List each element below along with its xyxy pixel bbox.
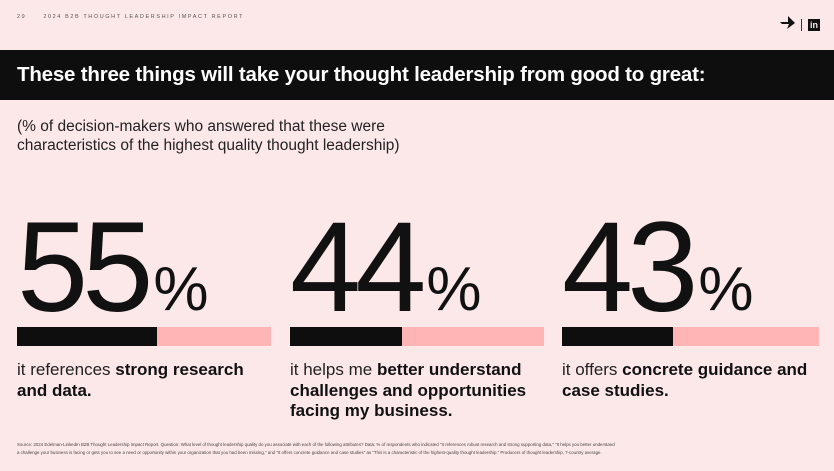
caption-prefix: it offers xyxy=(562,360,623,379)
stat-caption: it references strong research and data. xyxy=(17,360,277,401)
source-footnote: Source: 2024 Edelman-LinkedIn B2B Though… xyxy=(17,442,615,455)
stat-value: 43 xyxy=(562,196,698,339)
stat-value: 55 xyxy=(17,196,153,339)
logo-group: in xyxy=(780,16,820,34)
caption-prefix: it helps me xyxy=(290,360,377,379)
stat-card: 43 % it offers concrete guidance and cas… xyxy=(562,196,822,400)
stat-card: 55 % it references strong research and d… xyxy=(17,196,277,400)
stat-card: 44 % it helps me better understand chall… xyxy=(290,196,550,420)
stat-number: 55 % xyxy=(17,196,277,339)
progress-bar xyxy=(562,327,819,346)
linkedin-icon: in xyxy=(808,19,820,31)
stat-number: 44 % xyxy=(290,196,550,339)
logo-divider xyxy=(801,19,802,31)
progress-bar xyxy=(17,327,271,346)
progress-bar-fill xyxy=(562,327,673,346)
stat-unit: % xyxy=(426,255,482,324)
stat-unit: % xyxy=(698,255,754,324)
report-title: 2024 B2B THOUGHT LEADERSHIP IMPACT REPOR… xyxy=(43,14,245,20)
caption-emphasis: better understand challenges and opportu… xyxy=(290,360,527,420)
report-header: 29 2024 B2B THOUGHT LEADERSHIP IMPACT RE… xyxy=(17,14,244,20)
progress-bar-fill xyxy=(290,327,402,346)
caption-emphasis: strong research and data. xyxy=(17,360,244,400)
stat-caption: it helps me better understand challenges… xyxy=(290,360,550,422)
edelman-arrow-icon xyxy=(780,16,795,34)
progress-bar xyxy=(290,327,544,346)
caption-prefix: it references xyxy=(17,360,116,379)
stat-value: 44 xyxy=(290,196,426,339)
stat-caption: it offers concrete guidance and case stu… xyxy=(562,360,822,401)
page-number: 29 xyxy=(17,14,27,20)
stat-unit: % xyxy=(153,255,209,324)
headline-band: These three things will take your though… xyxy=(0,50,834,100)
caption-emphasis: concrete guidance and case studies. xyxy=(562,360,808,400)
stat-number: 43 % xyxy=(562,196,822,339)
page-headline: These three things will take your though… xyxy=(17,63,706,86)
progress-bar-fill xyxy=(17,327,157,346)
subtitle: (% of decision-makers who answered that … xyxy=(17,118,400,154)
